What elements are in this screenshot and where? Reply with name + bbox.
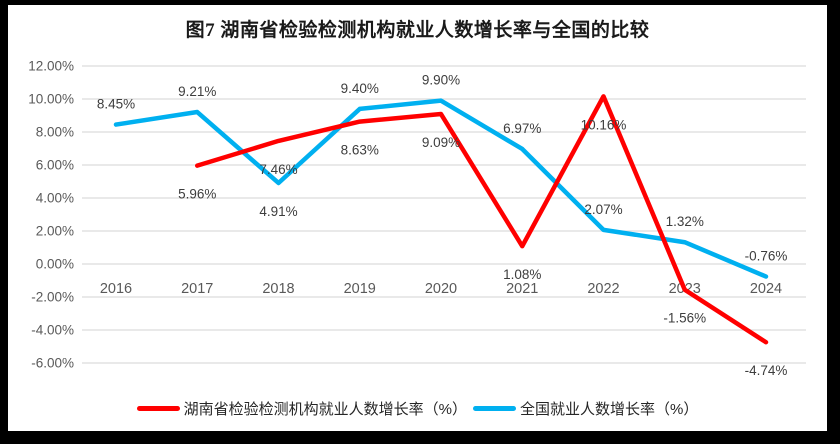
- legend: 湖南省检验检测机构就业人数增长率（%） 全国就业人数增长率（%）: [8, 398, 827, 419]
- y-axis-tick-label: -2.00%: [31, 290, 74, 305]
- national-data-label-2018: 4.91%: [259, 204, 297, 219]
- hunan-series-legend-marker: [136, 406, 180, 411]
- y-axis-tick-label: 4.00%: [36, 191, 74, 206]
- hunan-data-label-2018: 7.46%: [259, 162, 297, 177]
- line-chart-plot-area: 12.00% 10.00% 8.00% 6.00% 4.00% 2.00% 0.00% -2.…: [28, 59, 806, 378]
- x-axis-category-label: 2024: [750, 281, 782, 297]
- y-axis-tick-label: 6.00%: [36, 158, 74, 173]
- national-series-line: [113, 98, 769, 279]
- national-series-legend-label: 全国就业人数增长率（%）: [520, 401, 699, 418]
- y-axis-tick-label: 0.00%: [36, 257, 74, 272]
- hunan-series-legend-label: 湖南省检验检测机构就业人数增长率（%）: [183, 401, 467, 418]
- legend-item-hunan: 湖南省检验检测机构就业人数增长率（%）: [136, 398, 467, 419]
- x-axis-category-label: 2022: [587, 281, 619, 297]
- hunan-data-label-2021: 1.08%: [503, 267, 541, 282]
- y-axis-tick-label: 12.00%: [28, 59, 74, 74]
- x-axis-category-label: 2020: [425, 281, 457, 297]
- y-axis-tick-label: -4.00%: [31, 323, 74, 338]
- national-data-label-2022: 2.07%: [584, 202, 622, 217]
- y-axis-tick-label: 8.00%: [36, 125, 74, 140]
- chart-title: 图7 湖南省检验检测机构就业人数增长率与全国的比较: [185, 20, 650, 41]
- x-axis-category-label: 2016: [100, 281, 132, 297]
- national-data-label-2021: 6.97%: [503, 121, 541, 136]
- y-axis-tick-label: 10.00%: [28, 92, 74, 107]
- national-data-label-2023: 1.32%: [666, 214, 704, 229]
- x-axis-category-label: 2018: [262, 281, 294, 297]
- x-axis-category-label: 2019: [344, 281, 376, 297]
- x-axis-category-label: 2021: [506, 281, 538, 297]
- y-axis-tick-label: -6.00%: [31, 356, 74, 371]
- hunan-data-label-2020: 9.09%: [422, 135, 460, 150]
- hunan-data-label-2022: 10.16%: [581, 117, 627, 132]
- hunan-series-line: [195, 94, 769, 345]
- hunan-data-label-2024: -4.74%: [745, 363, 788, 378]
- national-data-label-2019: 9.40%: [341, 81, 379, 96]
- hunan-data-label-2023: -1.56%: [663, 311, 706, 326]
- hunan-data-label-2017: 5.96%: [178, 187, 216, 202]
- x-axis-category-label: 2017: [181, 281, 213, 297]
- hunan-data-label-2019: 8.63%: [341, 143, 379, 158]
- national-data-label-2017: 9.21%: [178, 84, 216, 99]
- legend-item-national: 全国就业人数增长率（%）: [473, 398, 698, 419]
- national-data-label-2016: 8.45%: [97, 97, 135, 112]
- national-data-label-2020: 9.90%: [422, 73, 460, 88]
- y-axis-tick-label: 2.00%: [36, 224, 74, 239]
- national-data-label-2024: -0.76%: [745, 249, 788, 264]
- national-series-legend-marker: [473, 406, 516, 411]
